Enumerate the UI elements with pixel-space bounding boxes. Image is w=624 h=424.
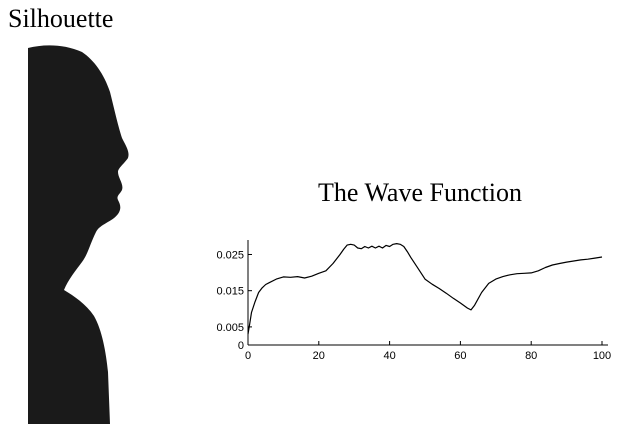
head-profile-silhouette-icon [28,45,129,424]
y-tick-label: 0.015 [216,286,244,298]
chart-title: The Wave Function [318,178,522,207]
silhouette-title: Silhouette [8,4,114,33]
x-tick-label: 0 [245,350,251,362]
y-tick-label: 0.005 [216,322,244,334]
y-tick-label: 0 [238,340,244,352]
chart-axes [247,240,608,346]
x-tick-label: 40 [383,350,395,362]
wave-function-line [247,243,603,335]
x-tick-label: 20 [313,350,325,362]
chart-lines [247,243,603,335]
silhouette-shape [28,45,129,424]
chart-ticks: 0 20 40 60 80 100 0 0.005 0.015 0.025 [216,249,611,362]
x-tick-label: 100 [593,350,611,362]
x-tick-label: 60 [454,350,466,362]
x-tick-label: 80 [525,350,537,362]
y-tick-label: 0.025 [216,249,244,261]
